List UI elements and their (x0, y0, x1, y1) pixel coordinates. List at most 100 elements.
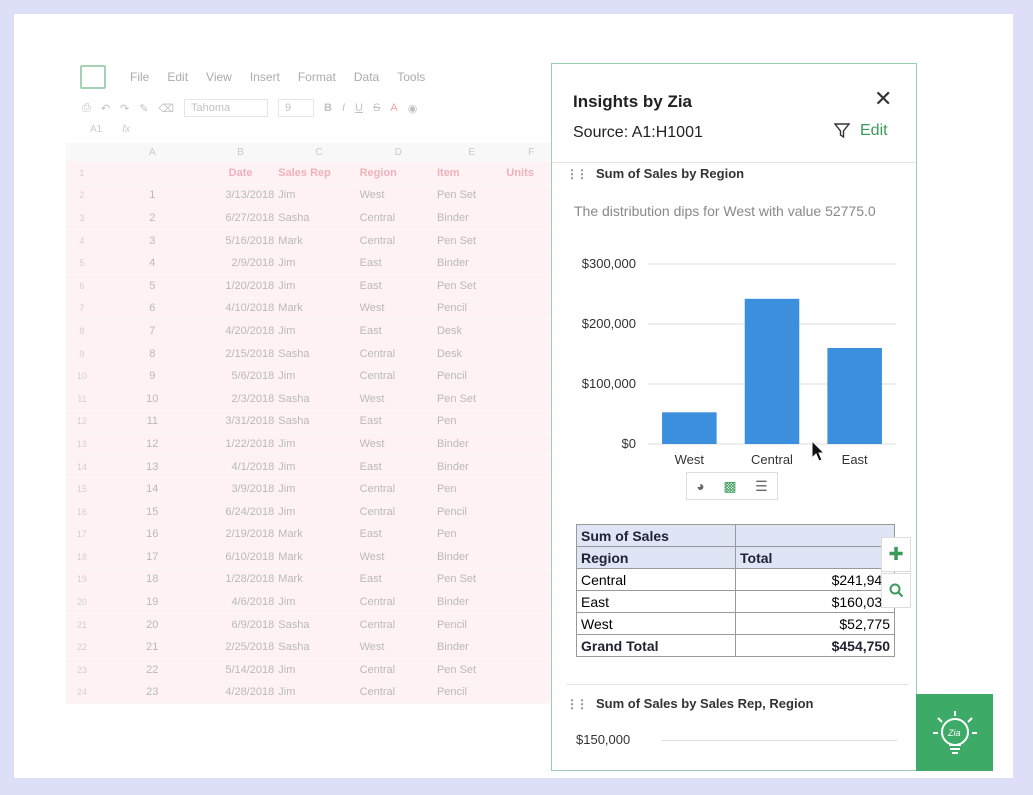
table-cell[interactable]: 15 (146, 505, 159, 518)
table-cell[interactable]: Jim (278, 189, 296, 202)
table-cell[interactable]: Central (359, 370, 396, 383)
table-cell[interactable]: Jim (278, 257, 296, 270)
table-cell[interactable]: East (359, 324, 382, 337)
table-cell[interactable]: Jim (278, 279, 296, 292)
row-number[interactable]: 10 (76, 371, 87, 382)
menu-insert[interactable]: Insert (249, 70, 280, 84)
menu-data[interactable]: Data (353, 70, 380, 84)
table-cell[interactable]: 17 (146, 550, 159, 563)
zia-button[interactable]: Zia (916, 694, 993, 771)
table-cell[interactable]: 10 (146, 392, 159, 405)
table-cell[interactable]: Sasha (278, 211, 310, 224)
header-cell[interactable]: Region (359, 166, 397, 179)
fill-color-icon[interactable]: ◉ (407, 102, 418, 115)
horizontal-bar-icon[interactable]: ☰ (755, 477, 768, 494)
table-cell[interactable]: 9 (149, 370, 156, 383)
menu-edit[interactable]: Edit (167, 70, 189, 84)
row-number[interactable]: 21 (76, 619, 87, 630)
table-cell[interactable]: 13 (146, 460, 159, 473)
menu-view[interactable]: View (206, 70, 232, 84)
table-cell[interactable]: 2/15/2018 (225, 347, 275, 360)
table-cell[interactable]: Binder (436, 550, 469, 563)
close-icon[interactable]: ✕ (874, 86, 893, 111)
table-cell[interactable]: Sasha (278, 618, 310, 631)
table-cell[interactable]: West (359, 641, 385, 654)
header-cell[interactable]: Units (506, 166, 534, 179)
column-header-d[interactable]: D (394, 146, 402, 158)
table-cell[interactable]: Jim (278, 686, 296, 699)
table-cell[interactable]: Central (359, 686, 396, 699)
table-cell[interactable]: Jim (278, 324, 296, 337)
row-number[interactable]: 18 (76, 551, 87, 562)
table-cell[interactable]: Pen Set (436, 234, 477, 247)
table-cell[interactable]: West (359, 392, 385, 405)
table-cell[interactable]: 14 (146, 483, 159, 496)
row-number[interactable]: 8 (79, 325, 85, 336)
row-number[interactable]: 7 (79, 303, 85, 314)
table-cell[interactable]: Pen Set (436, 663, 477, 676)
print-icon[interactable]: ⎙ (82, 101, 91, 114)
table-cell[interactable]: Mark (278, 528, 303, 541)
table-cell[interactable]: 12 (146, 437, 159, 450)
table-cell[interactable]: East (359, 279, 382, 292)
table-cell[interactable]: Central (359, 211, 396, 224)
edit-source-button[interactable]: Edit (834, 122, 888, 140)
table-cell[interactable]: 1/22/2018 (225, 437, 275, 450)
table-cell[interactable]: Sasha (278, 347, 310, 360)
table-cell[interactable]: 4/20/2018 (225, 324, 275, 337)
underline-icon[interactable]: U (355, 102, 363, 114)
table-cell[interactable]: Pen (436, 483, 457, 496)
function-icon[interactable]: fx (122, 124, 131, 135)
table-cell[interactable]: 19 (146, 596, 159, 609)
add-insight-button[interactable]: ✚ (881, 537, 911, 572)
table-cell[interactable]: 20 (146, 618, 159, 631)
table-cell[interactable]: Pen Set (436, 392, 477, 405)
redo-icon[interactable]: ↷ (120, 102, 130, 115)
row-number[interactable]: 19 (76, 574, 87, 585)
table-cell[interactable]: 8 (149, 347, 156, 360)
table-cell[interactable]: 6/27/2018 (225, 211, 275, 224)
table-cell[interactable]: 3 (149, 234, 156, 247)
table-cell[interactable]: 5 (149, 279, 156, 292)
table-cell[interactable]: 1 (149, 189, 156, 202)
table-cell[interactable]: 2/25/2018 (225, 641, 275, 654)
table-cell[interactable]: Desk (436, 347, 463, 360)
table-cell[interactable]: Binder (436, 596, 469, 609)
table-cell[interactable]: Pencil (436, 505, 467, 518)
table-cell[interactable]: 22 (146, 663, 159, 676)
row-number[interactable]: 16 (76, 506, 87, 517)
table-cell[interactable]: 4/10/2018 (225, 302, 275, 315)
row-number[interactable]: 13 (76, 438, 87, 449)
header-cell[interactable]: Date (228, 166, 253, 179)
table-cell[interactable]: East (359, 415, 382, 428)
table-cell[interactable]: Pen (436, 528, 457, 541)
row-number[interactable]: 14 (76, 461, 87, 472)
table-cell[interactable]: 6/10/2018 (225, 550, 275, 563)
table-cell[interactable]: Binder (436, 437, 469, 450)
table-cell[interactable]: 16 (146, 528, 159, 541)
table-cell[interactable]: Jim (278, 437, 296, 450)
table-cell[interactable]: Jim (278, 505, 296, 518)
column-header-e[interactable]: E (468, 146, 476, 158)
strikethrough-icon[interactable]: S (373, 102, 381, 114)
bar-chart-icon[interactable]: ▩ (723, 477, 737, 494)
table-cell[interactable]: Pencil (436, 686, 467, 699)
text-color-icon[interactable]: A (390, 102, 398, 114)
table-cell[interactable]: Mark (278, 234, 303, 247)
table-cell[interactable]: 4/1/2018 (231, 460, 275, 473)
table-cell[interactable]: 7 (149, 324, 156, 337)
table-cell[interactable]: 23 (146, 686, 159, 699)
font-size-select[interactable]: 9 (278, 99, 315, 117)
table-cell[interactable]: Pen Set (436, 189, 477, 202)
table-cell[interactable]: Central (359, 663, 396, 676)
row-number[interactable]: 11 (77, 393, 87, 404)
table-cell[interactable]: Jim (278, 370, 296, 383)
table-cell[interactable]: 6/24/2018 (225, 505, 275, 518)
table-cell[interactable]: 6 (149, 302, 156, 315)
table-cell[interactable]: 11 (146, 415, 158, 428)
column-header-a[interactable]: A (148, 146, 156, 158)
table-cell[interactable]: 4/6/2018 (231, 596, 275, 609)
pie-chart-icon[interactable]: ◕ (696, 478, 705, 494)
menu-file[interactable]: File (130, 70, 150, 84)
table-cell[interactable]: Pencil (436, 370, 467, 383)
